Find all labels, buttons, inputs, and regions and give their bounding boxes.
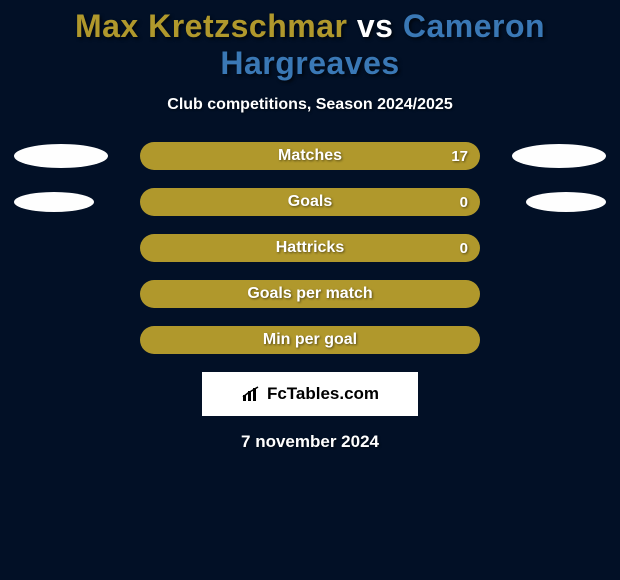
ellipse-right (512, 144, 606, 168)
stat-bar: Hattricks 0 (140, 234, 480, 262)
logo-label: FcTables.com (267, 384, 379, 404)
stat-row: Goals per match (0, 280, 620, 308)
stat-bar: Matches 17 (140, 142, 480, 170)
date-label: 7 november 2024 (0, 432, 620, 452)
stat-row: Hattricks 0 (0, 234, 620, 262)
vs-separator: vs (347, 8, 402, 44)
stat-label: Goals per match (247, 285, 372, 303)
comparison-title: Max Kretzschmar vs Cameron Hargreaves (0, 0, 620, 82)
stat-row: Matches 17 (0, 142, 620, 170)
stat-row: Goals 0 (0, 188, 620, 216)
logo-box: FcTables.com (202, 372, 418, 416)
subtitle: Club competitions, Season 2024/2025 (0, 96, 620, 114)
logo-text: FcTables.com (241, 384, 379, 404)
stat-label: Hattricks (276, 239, 344, 257)
player1-name: Max Kretzschmar (75, 8, 348, 44)
stat-value: 0 (460, 194, 468, 211)
stat-label: Min per goal (263, 331, 357, 349)
stats-area: Matches 17 Goals 0 Hattricks 0 Goals per match… (0, 142, 620, 354)
stat-row: Min per goal (0, 326, 620, 354)
ellipse-left (14, 192, 94, 212)
stat-bar: Goals per match (140, 280, 480, 308)
stat-value: 0 (460, 240, 468, 257)
ellipse-right (526, 192, 606, 212)
chart-icon (241, 385, 263, 403)
stat-bar: Goals 0 (140, 188, 480, 216)
stat-bar: Min per goal (140, 326, 480, 354)
stat-label: Matches (278, 147, 342, 165)
stat-value: 17 (451, 148, 468, 165)
ellipse-left (14, 144, 108, 168)
stat-label: Goals (288, 193, 332, 211)
